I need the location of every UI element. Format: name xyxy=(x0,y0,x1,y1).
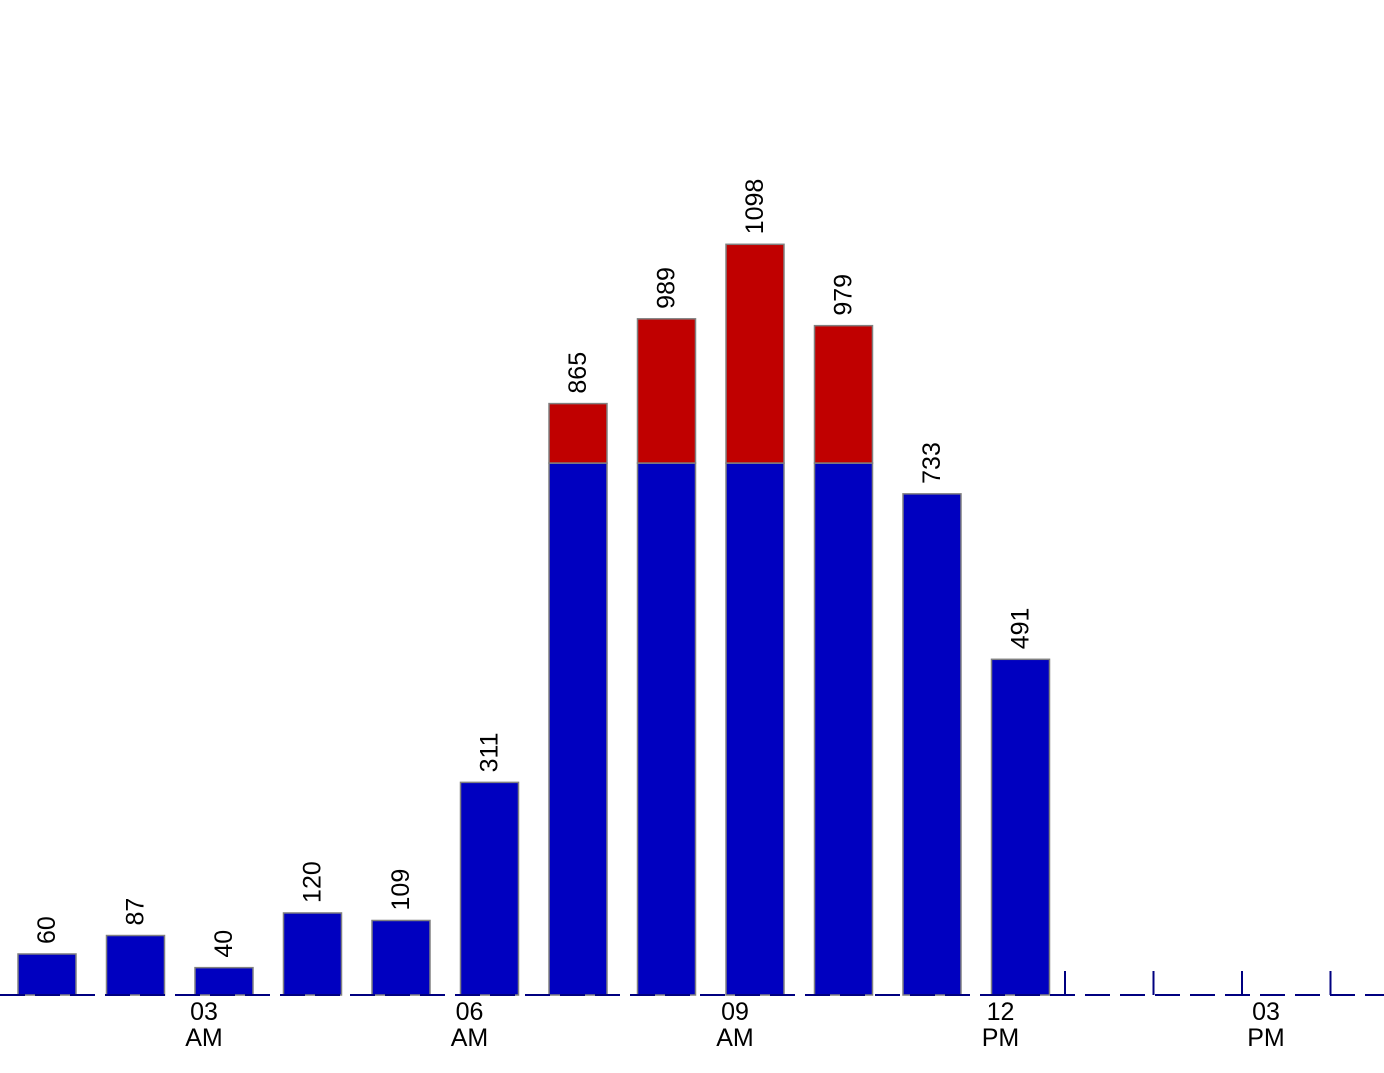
x-axis: 03 AM 06 AM 09 AM 12 PM 03 PM xyxy=(0,971,1384,1052)
bar-value-label: 109 xyxy=(387,869,415,911)
bar-segment xyxy=(548,462,608,996)
bar-segment xyxy=(990,658,1051,996)
bar-segment xyxy=(813,462,874,996)
bar-value-label: 1098 xyxy=(741,179,769,235)
bar-value-label: 40 xyxy=(210,930,238,958)
bar-segment xyxy=(282,912,343,996)
bar-segment xyxy=(194,966,254,996)
bar-value-label: 311 xyxy=(476,733,504,773)
bar-segment xyxy=(17,953,77,996)
x-tick-label: 03 AM xyxy=(185,998,223,1052)
bar-segment xyxy=(725,243,785,464)
bar-segment xyxy=(636,462,697,996)
bar-segment xyxy=(725,462,785,996)
bar-value-label: 989 xyxy=(653,267,681,309)
bar-value-label: 865 xyxy=(564,352,592,394)
bar-segment xyxy=(636,318,697,464)
bar-segment xyxy=(105,934,166,996)
bar-value-label: 120 xyxy=(299,861,327,903)
bar-segment xyxy=(902,493,962,996)
bars-group xyxy=(17,243,1051,996)
bar-segment xyxy=(548,402,608,464)
x-tick-label: 09 AM xyxy=(716,998,754,1052)
bar-value-label: 733 xyxy=(918,442,946,484)
bar-value-label: 491 xyxy=(1007,608,1035,650)
bar-segment xyxy=(371,919,431,996)
bar-value-label: 60 xyxy=(33,916,61,944)
x-tick-label: 03 PM xyxy=(1247,998,1285,1052)
bar-labels-group: 60 87 40 120 109 311 865 989 1098 979 733 491 xyxy=(33,179,1035,958)
bar-value-label: 87 xyxy=(122,898,150,926)
bar-segment xyxy=(813,324,874,464)
bar-value-label: 979 xyxy=(830,274,858,316)
x-tick-label: 12 PM xyxy=(982,998,1020,1052)
x-tick-label: 06 AM xyxy=(451,998,489,1052)
bar-segment xyxy=(459,781,520,996)
